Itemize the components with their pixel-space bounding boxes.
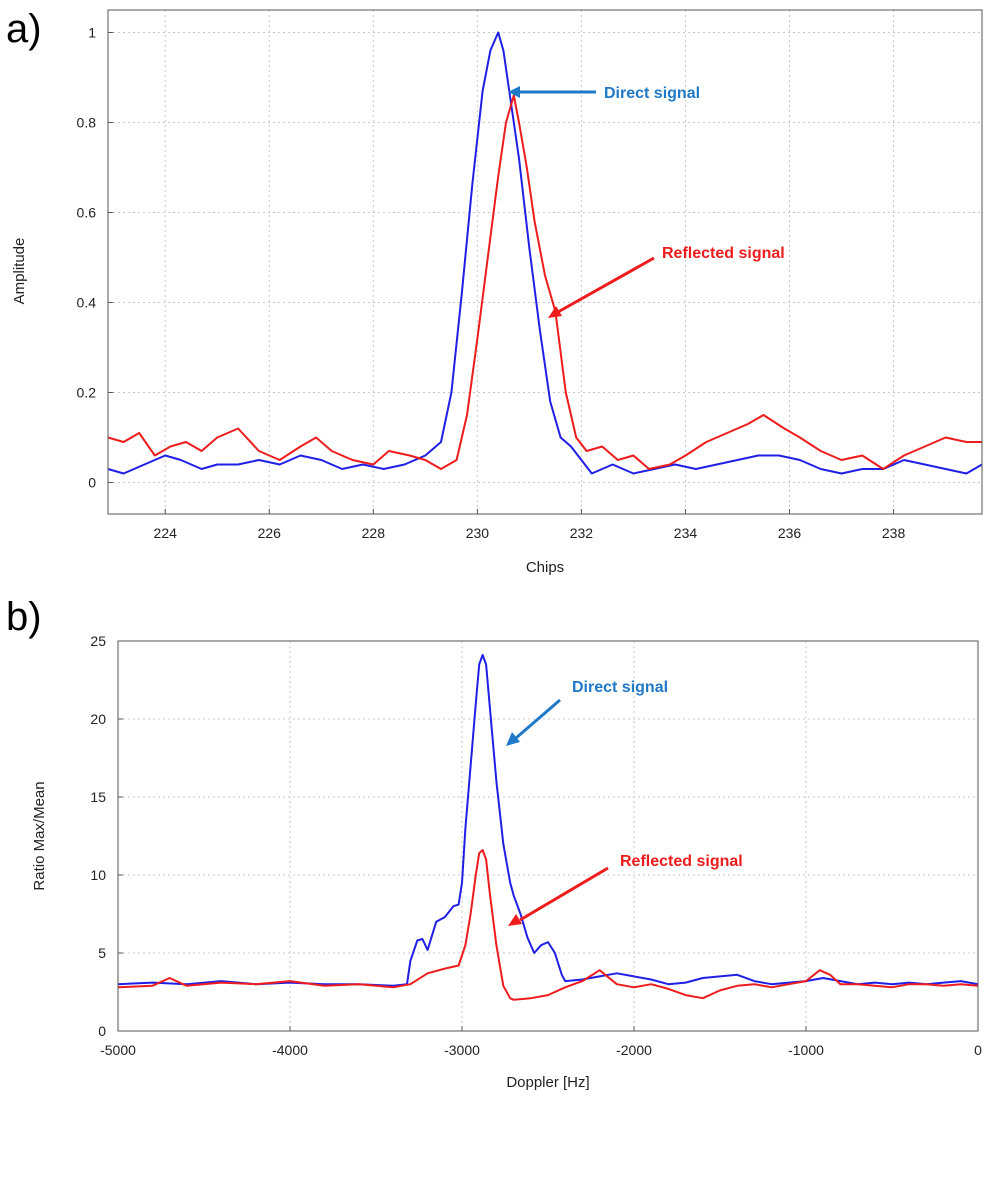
y-tick-label: 0.6 xyxy=(77,205,97,221)
panel-a-grid xyxy=(108,10,982,514)
x-tick-label: 236 xyxy=(778,525,802,541)
x-tick-label: 226 xyxy=(258,525,282,541)
y-tick-label: 5 xyxy=(98,945,106,961)
series-line-direct xyxy=(107,31,983,475)
x-tick-label: -2000 xyxy=(616,1042,652,1058)
y-tick-label: 1 xyxy=(88,25,96,41)
y-tick-label: 15 xyxy=(90,789,106,805)
y-tick-label: 0.4 xyxy=(77,295,97,311)
y-tick-label: 0.8 xyxy=(77,115,97,131)
panel-a-xlabel: Chips xyxy=(526,559,564,576)
x-tick-label: -4000 xyxy=(272,1042,308,1058)
panel-a-reflected-arrowhead xyxy=(548,306,562,318)
panel-b-direct-annotation: Direct signal xyxy=(572,679,668,696)
y-tick-label: 20 xyxy=(90,711,106,727)
y-tick-label: 10 xyxy=(90,867,106,883)
panel-a-ticks: 224 226 228 230 232 234 236 238 0 0.2 0.4 0.6 0.8 1 xyxy=(77,25,906,542)
panel-b-frame xyxy=(117,640,979,1032)
panel-a-ylabel: Amplitude xyxy=(11,238,28,305)
panel-a-reflected-annotation: Reflected signal xyxy=(662,245,785,262)
y-tick-label: 0 xyxy=(88,475,96,491)
x-tick-label: 238 xyxy=(882,525,906,541)
panel-a-direct-annotation: Direct signal xyxy=(604,85,700,102)
panel-b-series xyxy=(117,654,979,1001)
x-tick-label: 232 xyxy=(570,525,594,541)
panel-b-ticks: -5000 -4000 -3000 -2000 -1000 0 0 5 10 15 20 25 xyxy=(90,633,982,1058)
panel-a-frame xyxy=(107,9,983,515)
x-tick-label: -1000 xyxy=(788,1042,824,1058)
panel-b-reflected-annotation: Reflected signal xyxy=(620,853,743,870)
x-tick-label: 0 xyxy=(974,1042,982,1058)
panel-a-series xyxy=(107,31,983,475)
panel-b-grid xyxy=(117,640,979,1032)
x-tick-label: 224 xyxy=(154,525,178,541)
x-tick-label: 234 xyxy=(674,525,698,541)
x-tick-label: -3000 xyxy=(444,1042,480,1058)
panel-a: a) 224 226 228 230 232 234 236 238 0 0.2 0.4 0.6 0.8… xyxy=(6,7,983,576)
y-tick-label: 0 xyxy=(98,1023,106,1039)
y-tick-label: 25 xyxy=(90,633,106,649)
panel-b-label: b) xyxy=(6,595,42,639)
panel-b-direct-arrowhead xyxy=(506,732,520,746)
y-tick-label: 0.2 xyxy=(77,385,97,401)
panel-a-direct-arrowhead xyxy=(508,86,520,98)
panel-b-xlabel: Doppler [Hz] xyxy=(506,1074,589,1091)
series-line-reflected xyxy=(107,94,982,470)
panel-b-ylabel: Ratio Max/Mean xyxy=(31,781,48,890)
series-line-direct xyxy=(117,654,979,987)
panel-b-reflected-arrow xyxy=(519,866,609,922)
panel-b-direct-arrow xyxy=(515,698,561,740)
panel-b-reflected-arrowhead xyxy=(508,914,522,926)
panel-a-label: a) xyxy=(6,7,42,51)
x-tick-label: 228 xyxy=(362,525,386,541)
x-tick-label: -5000 xyxy=(100,1042,136,1058)
panel-b: b) -5000 -4000 -3000 -2000 -1000 00510152025 … xyxy=(6,595,982,1091)
panel-a-reflected-arrow xyxy=(557,256,655,314)
series-line-reflected xyxy=(117,849,979,1001)
x-tick-label: 230 xyxy=(466,525,490,541)
